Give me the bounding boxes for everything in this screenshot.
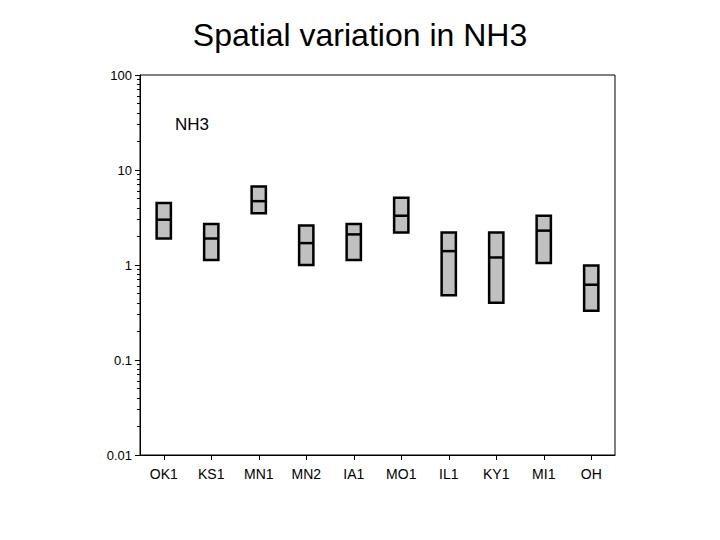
svg-text:MN2: MN2 (291, 466, 321, 482)
svg-text:OH: OH (581, 466, 602, 482)
svg-text:0.1: 0.1 (114, 353, 132, 368)
svg-text:Spatial variation in NH3: Spatial variation in NH3 (193, 17, 527, 53)
svg-text:10: 10 (118, 163, 132, 178)
svg-text:100: 100 (110, 68, 132, 83)
svg-text:KS1: KS1 (198, 466, 225, 482)
svg-text:1: 1 (125, 258, 132, 273)
svg-text:OK1: OK1 (150, 466, 178, 482)
svg-text:MN1: MN1 (244, 466, 274, 482)
svg-text:KY1: KY1 (483, 466, 510, 482)
svg-text:NH3: NH3 (175, 115, 209, 134)
svg-text:0.01: 0.01 (107, 448, 132, 463)
svg-text:IL1: IL1 (439, 466, 459, 482)
svg-text:MO1: MO1 (386, 466, 417, 482)
svg-text:MI1: MI1 (532, 466, 556, 482)
svg-text:IA1: IA1 (343, 466, 364, 482)
